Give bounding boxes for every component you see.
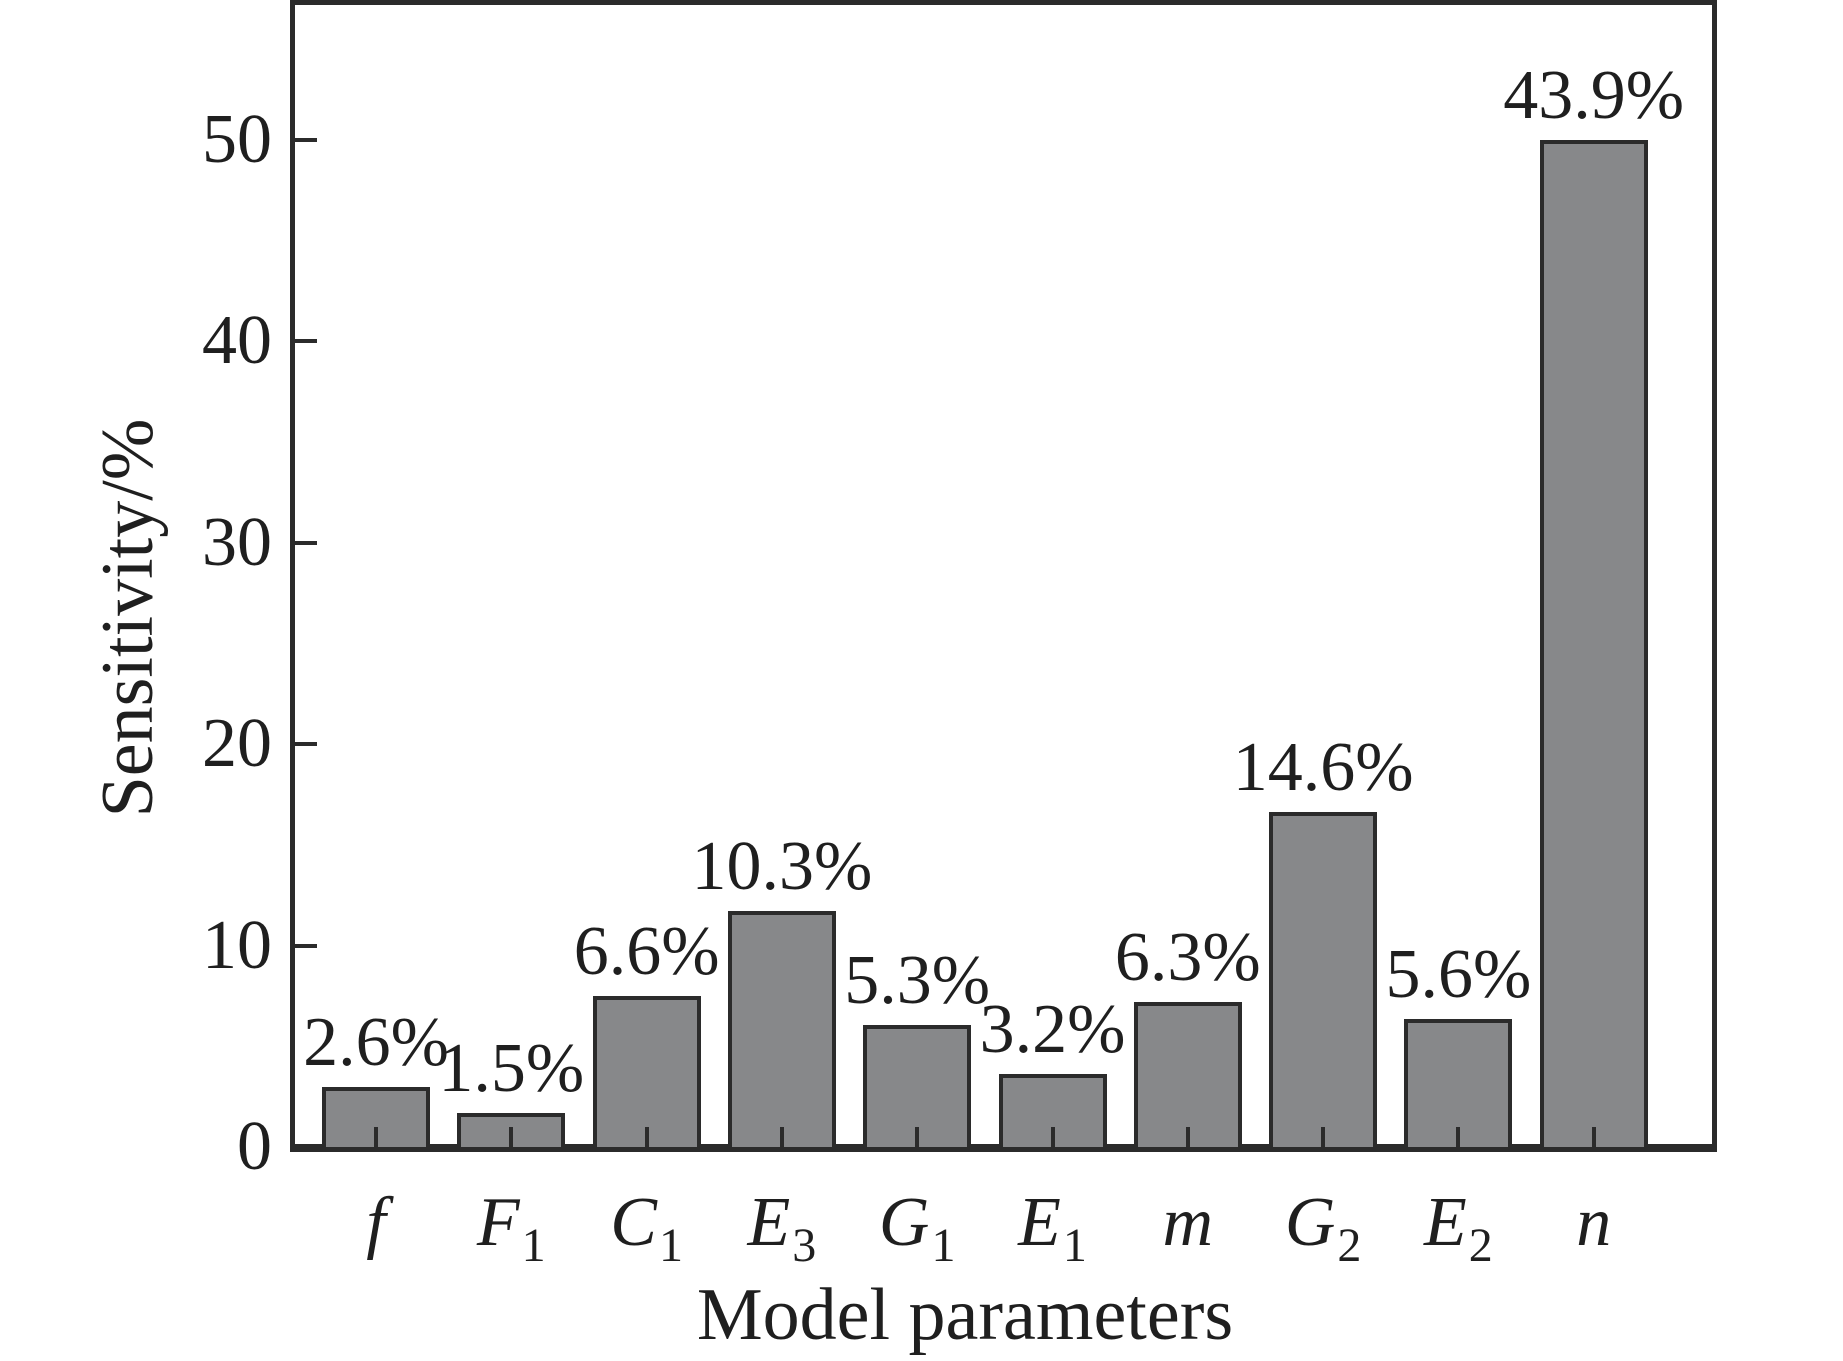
bar [1539, 139, 1648, 1151]
x-tick-label: C1 [610, 1188, 683, 1270]
x-tick-label-subscript: 1 [658, 1219, 683, 1272]
y-tick-label: 0 [237, 1108, 272, 1185]
y-tick-label: 50 [202, 101, 272, 178]
bar-value-label: 6.6% [573, 912, 720, 990]
bar-value-label: 10.3% [691, 827, 873, 905]
y-tick-label: 40 [202, 302, 272, 380]
x-axis-tick [644, 1127, 649, 1147]
bar [727, 910, 836, 1151]
y-axis-tick [295, 339, 317, 344]
x-tick-label: E2 [1424, 1188, 1493, 1270]
x-tick-label-base: n [1576, 1184, 1612, 1261]
x-tick-label-subscript: 1 [1062, 1219, 1087, 1272]
x-tick-label: E3 [748, 1188, 817, 1270]
y-axis-title: Sensitivity/% [87, 418, 169, 818]
x-tick-label: E1 [1018, 1188, 1087, 1270]
bar-value-label: 3.2% [979, 990, 1126, 1068]
x-tick-label-subscript: 3 [792, 1219, 817, 1272]
x-axis-tick [1050, 1127, 1055, 1147]
bar-value-label: 5.3% [844, 942, 991, 1020]
x-tick-label: G2 [1285, 1188, 1362, 1270]
bar-value-label: 2.6% [303, 1004, 449, 1082]
y-tick-label: 30 [202, 503, 272, 581]
x-axis-tick [509, 1127, 514, 1147]
bar [457, 1112, 566, 1151]
x-tick-label-base: m [1162, 1184, 1214, 1261]
y-axis-tick [295, 138, 317, 142]
x-tick-label-base: F [476, 1184, 520, 1261]
x-tick-label-base: C [610, 1184, 657, 1261]
y-tick-label: 20 [202, 705, 272, 783]
x-axis-tick [1185, 1127, 1190, 1147]
y-axis-tick [295, 742, 317, 747]
x-tick-label-subscript: 2 [1468, 1219, 1493, 1272]
x-tick-label: n [1576, 1188, 1611, 1258]
bar [1133, 1002, 1242, 1151]
y-axis-tick [295, 943, 317, 948]
plot-area [290, 0, 1717, 1152]
bar [592, 995, 701, 1151]
bar-value-label: 43.9% [1503, 56, 1685, 134]
x-tick-label-base: G [1284, 1184, 1336, 1261]
x-tick-label-subscript: 1 [931, 1219, 956, 1272]
x-tick-label: F1 [477, 1188, 546, 1270]
x-axis-title: Model parameters [696, 1274, 1234, 1356]
bar-value-label: 1.5% [438, 1029, 585, 1107]
y-tick-label: 10 [202, 906, 272, 984]
x-axis-tick [915, 1127, 920, 1147]
bar-value-label: 6.3% [1114, 919, 1261, 997]
x-tick-label-base: G [878, 1184, 930, 1261]
bar [1269, 812, 1378, 1151]
x-axis-tick [374, 1127, 378, 1147]
bar-value-label: 14.6% [1232, 729, 1414, 807]
x-axis-tick [1591, 1127, 1596, 1147]
x-tick-label-base: E [1018, 1184, 1061, 1261]
bar-value-label: 5.6% [1385, 935, 1532, 1013]
x-axis-tick [779, 1127, 784, 1147]
bar [998, 1073, 1107, 1151]
x-tick-label-base: E [1424, 1184, 1467, 1261]
x-axis-tick [1321, 1127, 1326, 1147]
x-tick-label-base: f [366, 1184, 386, 1261]
x-tick-label-base: E [747, 1184, 791, 1261]
x-tick-label-subscript: 2 [1337, 1219, 1362, 1272]
x-axis-tick [1456, 1127, 1461, 1147]
x-tick-label: m [1163, 1188, 1214, 1258]
x-tick-label: f [366, 1188, 385, 1258]
y-axis-tick [295, 540, 317, 545]
x-tick-label: G1 [879, 1188, 956, 1270]
x-tick-label-subscript: 1 [521, 1219, 546, 1272]
